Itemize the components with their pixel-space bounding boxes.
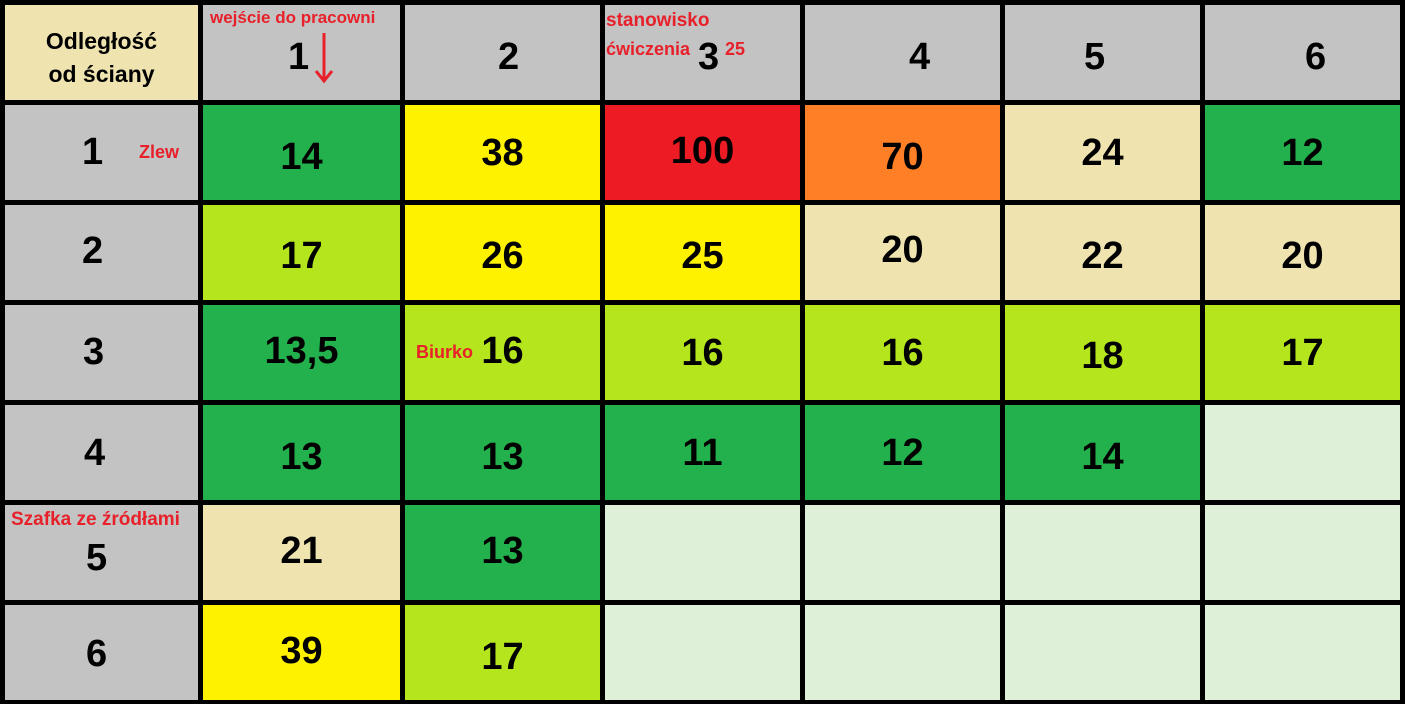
row-header-3: 3 (5, 305, 198, 400)
column-header-3: 3 (605, 5, 800, 100)
grid-cell (1205, 505, 1400, 600)
grid-cell: 26 (405, 205, 600, 300)
cell-value: 26 (481, 234, 524, 277)
grid-cell: 39 (203, 605, 400, 700)
column-header-1: 1 (203, 5, 400, 100)
cell-value: 13 (481, 529, 524, 572)
grid-cell: 14 (1005, 405, 1200, 500)
cell-value: 70 (881, 135, 924, 178)
column-header-6: 6 (1205, 5, 1400, 100)
grid-cell: 17 (405, 605, 600, 700)
grid-cell (1205, 405, 1400, 500)
cell-value: 100 (670, 129, 735, 172)
grid-cell: 13 (405, 405, 600, 500)
workstation-label-line2: ćwiczenia (606, 39, 691, 59)
desk-label: Biurko (416, 342, 474, 362)
grid-cell: 20 (805, 205, 1000, 300)
row-header-1: 1 (5, 105, 198, 200)
column-header-label: 6 (1305, 36, 1327, 78)
grid-cell (1205, 605, 1400, 700)
cell-value: 16 (681, 331, 724, 374)
row-header-6: 6 (5, 605, 198, 700)
cell-value: 17 (280, 234, 323, 277)
cell-value: 14 (1081, 435, 1124, 478)
cell-value: 20 (1281, 234, 1324, 277)
corner-cell: Odległość od ściany (5, 5, 198, 100)
grid-cell (805, 605, 1000, 700)
grid-cell (605, 605, 800, 700)
column-header-label: 3 (698, 36, 720, 78)
grid-cell (805, 505, 1000, 600)
grid-cell: 11 (605, 405, 800, 500)
grid-cell: 25 (605, 205, 800, 300)
workstation-value: 25 (725, 39, 746, 59)
column-header-label: 2 (498, 36, 520, 78)
grid-cell: 22 (1005, 205, 1200, 300)
cell-value: 17 (481, 635, 524, 678)
grid-cell: 38 (405, 105, 600, 200)
cell-value: 21 (280, 529, 323, 572)
cell-value: 13 (280, 435, 323, 478)
cell-value: 24 (1081, 131, 1124, 174)
grid-cell: 13 (203, 405, 400, 500)
entrance-arrow-icon (314, 33, 334, 84)
grid-cell: 13,5 (203, 305, 400, 400)
row-header-label: 5 (86, 537, 108, 579)
cell-value: 14 (280, 135, 323, 178)
grid-cell: 17 (203, 205, 400, 300)
sink-label: Zlew (139, 142, 180, 162)
column-header-label: 5 (1084, 36, 1106, 78)
row-header-label: 6 (86, 633, 108, 675)
row-header-label: 1 (82, 131, 104, 173)
grid-cell: 24 (1005, 105, 1200, 200)
column-header-label: 1 (288, 36, 310, 78)
grid-cell: 13 (405, 505, 600, 600)
row-header-5: 5 (5, 505, 198, 600)
column-header-2: 2 (405, 5, 600, 100)
cell-value: 18 (1081, 334, 1124, 377)
cell-value: 38 (481, 131, 524, 174)
grid-cell: 18 (1005, 305, 1200, 400)
cell-value: 20 (881, 228, 924, 271)
cell-value: 17 (1281, 331, 1324, 374)
cell-value: 16 (881, 331, 924, 374)
grid-cell (605, 505, 800, 600)
cell-value: 12 (881, 431, 924, 474)
grid-cell: 21 (203, 505, 400, 600)
workstation-label-line1: stanowisko (606, 10, 710, 31)
grid-cell: 16 (605, 305, 800, 400)
row-header-4: 4 (5, 405, 198, 500)
row-header-2: 2 (5, 205, 198, 300)
row-header-label: 2 (82, 230, 104, 272)
cell-value: 12 (1281, 131, 1324, 174)
grid-cell: 16 (405, 305, 600, 400)
column-header-4: 4 (805, 5, 1000, 100)
row-header-label: 4 (84, 432, 106, 474)
row-header-label: 3 (83, 331, 105, 373)
grid-cell: 14 (203, 105, 400, 200)
grid-cell (1005, 605, 1200, 700)
cell-value: 25 (681, 234, 724, 277)
grid-cell: 100 (605, 105, 800, 200)
grid-cell: 12 (805, 405, 1000, 500)
grid-cell: 12 (1205, 105, 1400, 200)
grid-cell: 16 (805, 305, 1000, 400)
corner-label: Odległość od ściany (45, 28, 158, 87)
cell-value: 22 (1081, 234, 1124, 277)
entrance-label: wejście do pracowni (210, 8, 376, 27)
cell-value: 39 (280, 629, 323, 672)
grid-cell: 70 (805, 105, 1000, 200)
cell-value: 11 (682, 431, 723, 474)
cell-value: 13 (481, 435, 524, 478)
cell-value: 13,5 (264, 329, 339, 372)
cell-value: 16 (481, 329, 524, 372)
cabinet-label: Szafka ze źródłami (11, 509, 180, 530)
column-header-label: 4 (909, 36, 931, 78)
grid-cell (1005, 505, 1200, 600)
grid-cell: 17 (1205, 305, 1400, 400)
grid-cell: 20 (1205, 205, 1400, 300)
column-header-5: 5 (1005, 5, 1200, 100)
